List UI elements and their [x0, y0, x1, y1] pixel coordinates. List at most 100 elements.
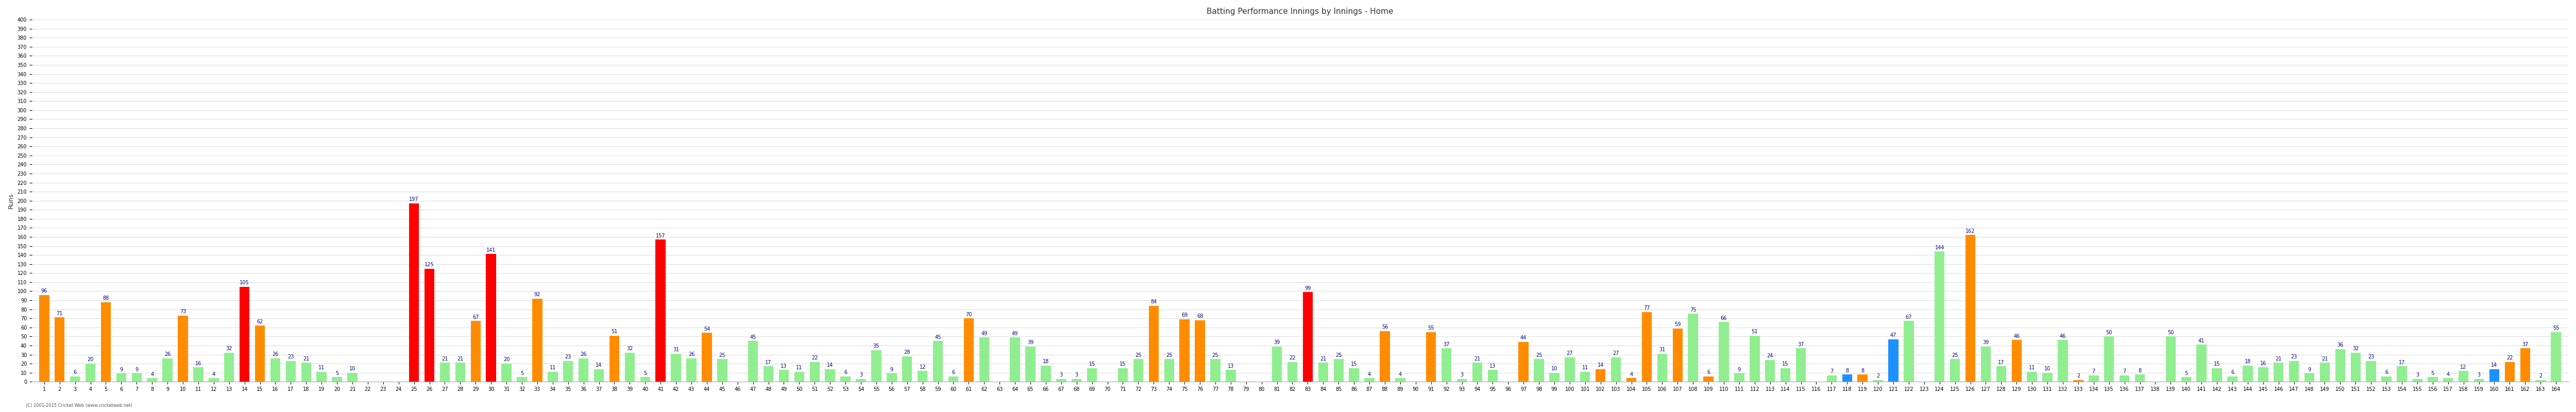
Text: 31: 31 — [1659, 347, 1664, 352]
Text: 22: 22 — [811, 355, 819, 360]
Text: 49: 49 — [981, 331, 987, 336]
Bar — [1780, 368, 1790, 382]
Text: 2: 2 — [2076, 373, 2079, 379]
Bar — [1533, 359, 1543, 382]
Bar — [209, 378, 219, 382]
Bar — [1888, 339, 1899, 382]
Text: 15: 15 — [1350, 362, 1358, 367]
Bar — [2027, 372, 2038, 382]
Text: 73: 73 — [180, 309, 185, 314]
Bar — [701, 333, 711, 382]
Bar — [2120, 375, 2130, 382]
Text: 26: 26 — [273, 352, 278, 357]
Text: 4: 4 — [2447, 372, 2450, 377]
Bar — [162, 358, 173, 382]
Text: 11: 11 — [549, 365, 556, 370]
Text: 9: 9 — [118, 367, 124, 372]
Text: 47: 47 — [1891, 333, 1896, 338]
Bar — [116, 374, 126, 382]
Text: 14: 14 — [1597, 363, 1605, 368]
Bar — [1056, 379, 1066, 382]
Bar — [533, 298, 544, 382]
Bar — [178, 316, 188, 382]
Text: 39: 39 — [1273, 340, 1280, 345]
Bar — [440, 363, 451, 382]
Text: 41: 41 — [2197, 338, 2205, 343]
Bar — [1087, 368, 1097, 382]
Text: 7: 7 — [2092, 369, 2094, 374]
Bar — [270, 358, 281, 382]
Bar — [70, 376, 80, 382]
Text: 25: 25 — [1953, 353, 1958, 358]
Bar — [2519, 348, 2530, 382]
Bar — [2105, 337, 2115, 382]
Bar — [1718, 322, 1728, 382]
Text: 14: 14 — [595, 363, 603, 368]
Bar — [1350, 368, 1360, 382]
Bar — [1334, 359, 1345, 382]
Text: 37: 37 — [2522, 342, 2527, 347]
Bar — [716, 359, 726, 382]
Text: 9: 9 — [891, 367, 894, 372]
Text: 25: 25 — [1167, 353, 1172, 358]
Bar — [1703, 376, 1713, 382]
Text: 9: 9 — [2308, 367, 2311, 372]
Bar — [425, 269, 435, 382]
Bar — [855, 379, 866, 382]
Text: 37: 37 — [1443, 342, 1450, 347]
Text: 197: 197 — [410, 197, 420, 202]
Bar — [670, 353, 680, 382]
Bar — [963, 318, 974, 382]
Bar — [1164, 359, 1175, 382]
Bar — [1133, 359, 1144, 382]
Text: 11: 11 — [796, 365, 804, 370]
Text: 88: 88 — [103, 295, 108, 301]
Bar — [2089, 375, 2099, 382]
Text: 45: 45 — [935, 335, 940, 339]
Bar — [1195, 320, 1206, 382]
Bar — [286, 361, 296, 382]
Bar — [2290, 361, 2298, 382]
Bar — [2336, 349, 2344, 382]
Text: 17: 17 — [765, 360, 773, 365]
Bar — [1443, 348, 1450, 382]
Text: 25: 25 — [1535, 353, 1543, 358]
Text: 14: 14 — [2491, 363, 2499, 368]
Text: 69: 69 — [1182, 313, 1188, 318]
Text: 13: 13 — [1489, 363, 1497, 369]
Bar — [1041, 365, 1051, 382]
Text: 39: 39 — [1984, 340, 1989, 345]
Text: 32: 32 — [227, 346, 232, 351]
Bar — [762, 366, 773, 382]
Title: Batting Performance Innings by Innings - Home: Batting Performance Innings by Innings -… — [1206, 8, 1394, 15]
Text: 4: 4 — [1399, 372, 1401, 377]
Text: 12: 12 — [920, 364, 925, 370]
Bar — [1826, 375, 1837, 382]
Text: 67: 67 — [1906, 315, 1911, 320]
Bar — [332, 377, 343, 382]
Text: 13: 13 — [781, 363, 788, 369]
Bar — [2535, 380, 2545, 382]
Bar — [2136, 375, 2146, 382]
Bar — [54, 318, 64, 382]
Bar — [1935, 251, 1945, 382]
Bar — [626, 353, 634, 382]
Bar — [1625, 378, 1636, 382]
Text: 3: 3 — [860, 372, 863, 378]
Bar — [886, 374, 896, 382]
Text: 6: 6 — [2385, 370, 2388, 375]
Text: 66: 66 — [1721, 316, 1726, 321]
Bar — [871, 350, 881, 382]
Text: 17: 17 — [2398, 360, 2406, 365]
Text: 21: 21 — [456, 356, 464, 361]
Bar — [1656, 353, 1667, 382]
Bar — [1381, 331, 1391, 382]
Text: 8: 8 — [1860, 368, 1865, 373]
Text: 27: 27 — [1566, 351, 1574, 356]
Bar — [1396, 378, 1406, 382]
Text: 49: 49 — [1012, 331, 1018, 336]
Bar — [1365, 378, 1376, 382]
Bar — [100, 302, 111, 382]
Bar — [2365, 361, 2375, 382]
Bar — [1672, 328, 1682, 382]
